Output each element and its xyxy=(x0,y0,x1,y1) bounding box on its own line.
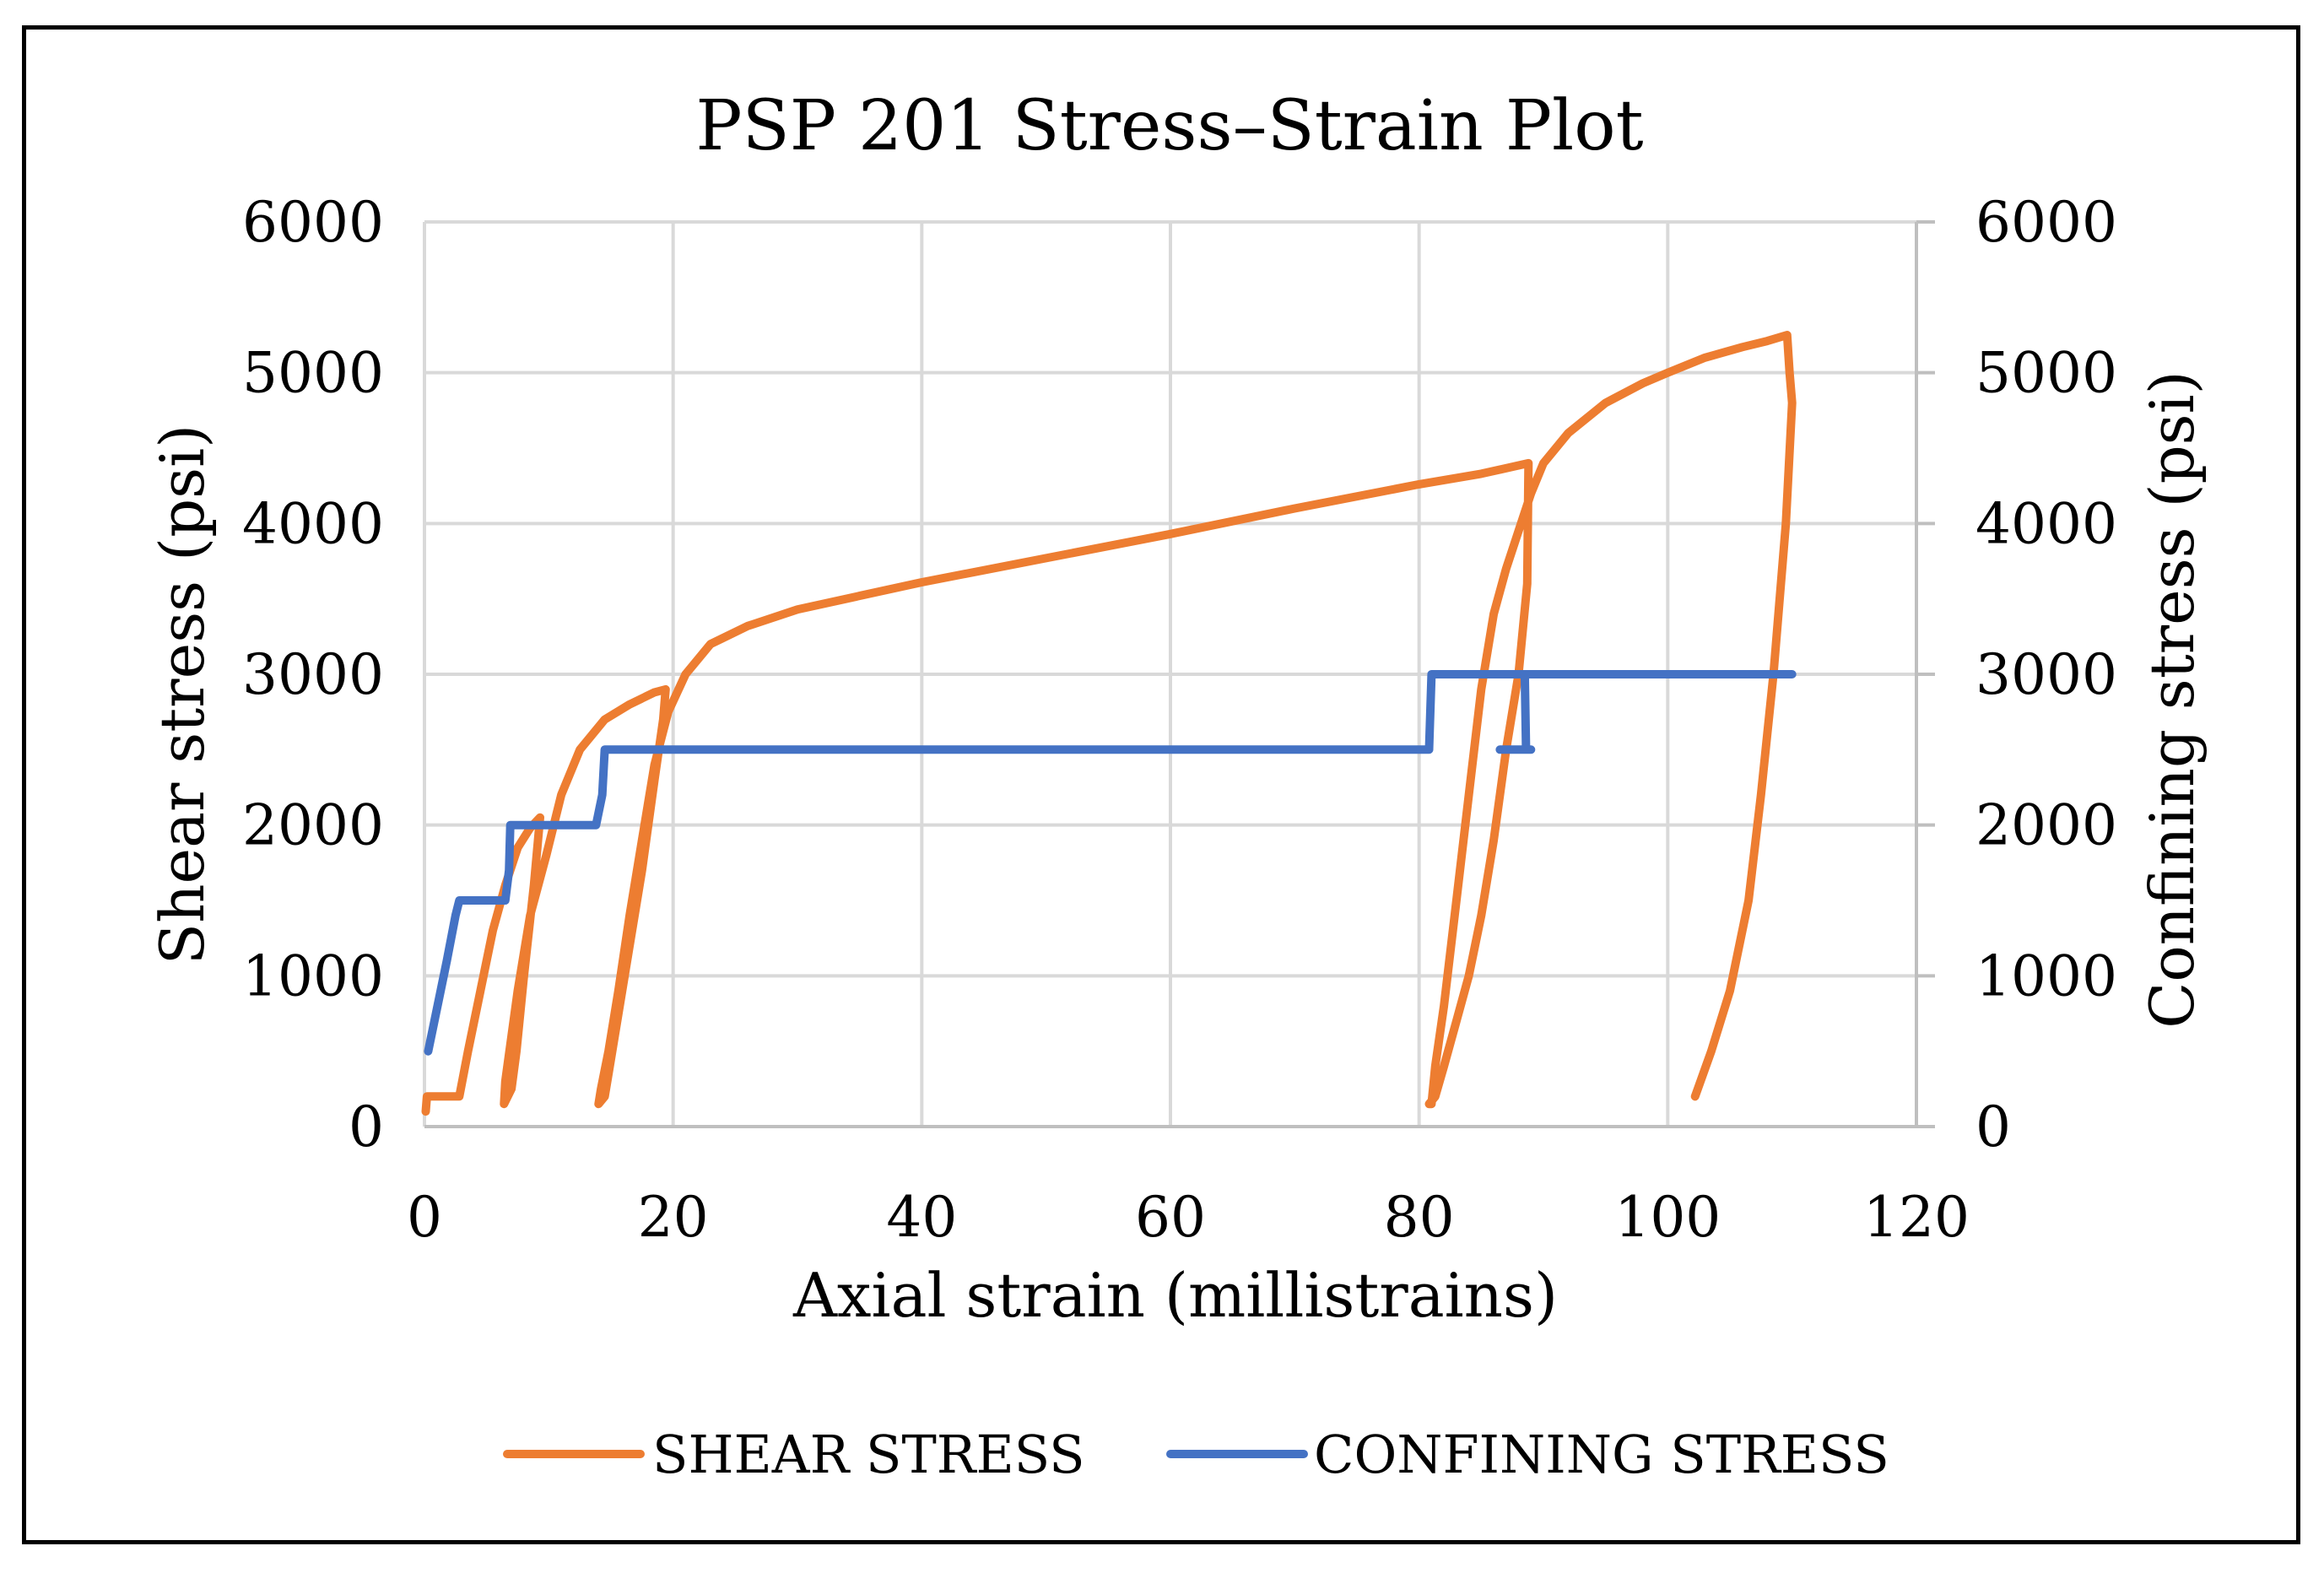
right-y-tick-label: 6000 xyxy=(1975,190,2117,255)
y-tick-labels: 0 1000 2000 3000 4000 5000 6000 xyxy=(242,190,384,1159)
x-tick-label: 120 xyxy=(1863,1185,1970,1250)
legend-label-shear-stress: SHEAR STRESS xyxy=(652,1424,1085,1485)
x-tick-label: 100 xyxy=(1614,1185,1721,1250)
right-y-tick-labels: 0 1000 2000 3000 4000 5000 6000 xyxy=(1975,190,2117,1159)
y-tick-label: 0 xyxy=(349,1095,384,1159)
right-y-tick-label: 0 xyxy=(1975,1095,2011,1159)
right-y-tick-label: 1000 xyxy=(1975,943,2117,1008)
x-tick-label: 60 xyxy=(1135,1185,1206,1250)
right-y-tick-label: 3000 xyxy=(1975,642,2117,707)
legend-label-confining-stress: CONFINING STRESS xyxy=(1314,1424,1889,1485)
y-tick-label: 1000 xyxy=(242,943,384,1008)
legend: SHEAR STRESS CONFINING STRESS xyxy=(503,1424,1889,1485)
x-tick-labels: 0 20 40 60 80 100 120 xyxy=(407,1185,1970,1250)
y-tick-label: 6000 xyxy=(242,190,384,255)
right-axis-tick-marks xyxy=(1916,220,1935,1128)
right-y-tick-label: 2000 xyxy=(1975,793,2117,858)
x-tick-label: 0 xyxy=(407,1185,442,1250)
right-y-axis-title: Confining stress (psi) xyxy=(2137,370,2208,1029)
series-line-shear-stress xyxy=(421,331,1797,1116)
chart-svg: 0 20 40 60 80 100 120 0 1000 2000 3000 4000 5000 600… xyxy=(147,86,2208,1485)
right-y-tick-label: 4000 xyxy=(1975,491,2117,556)
x-axis-title: Axial strain (millistrains) xyxy=(792,1260,1558,1331)
x-tick-label: 80 xyxy=(1384,1185,1455,1250)
x-tick-label: 40 xyxy=(886,1185,957,1250)
series-layer xyxy=(421,331,1797,1116)
y-tick-label: 2000 xyxy=(242,793,384,858)
y-tick-label: 4000 xyxy=(242,491,384,556)
right-y-tick-label: 5000 xyxy=(1975,341,2117,406)
chart-frame: 0 20 40 60 80 100 120 0 1000 2000 3000 4000 5000 600… xyxy=(22,25,2300,1544)
y-axis-title: Shear stress (psi) xyxy=(147,424,218,965)
y-tick-label: 3000 xyxy=(242,642,384,707)
chart-title: PSP 201 Stress–Strain Plot xyxy=(695,86,1643,166)
y-tick-label: 5000 xyxy=(242,341,384,406)
series-line-confining-stress xyxy=(424,670,1797,1056)
x-tick-label: 20 xyxy=(638,1185,709,1250)
